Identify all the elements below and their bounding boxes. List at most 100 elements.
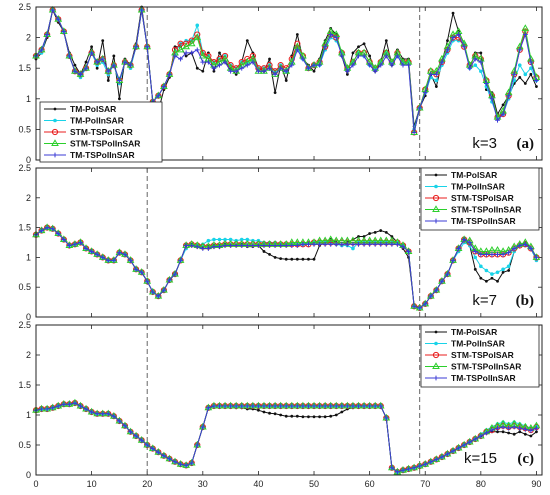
data-point <box>339 403 345 409</box>
data-point <box>328 403 334 409</box>
data-point <box>295 257 299 261</box>
data-point <box>239 237 244 242</box>
data-point <box>133 433 139 439</box>
data-point <box>55 231 61 236</box>
data-point <box>155 449 161 455</box>
data-point <box>472 436 478 442</box>
data-point <box>222 403 228 409</box>
data-point <box>422 301 428 307</box>
data-point <box>50 226 56 232</box>
legend-box <box>420 167 540 231</box>
legend-marker <box>434 330 438 334</box>
data-point <box>150 289 156 295</box>
legend-label: TM-PolInSAR <box>451 339 505 349</box>
data-point <box>289 62 295 68</box>
data-point <box>439 454 445 460</box>
y-tick-label: 1.5 <box>18 63 31 73</box>
data-point <box>472 249 478 254</box>
legend-marker <box>434 173 438 177</box>
legend-label: TM-TSPolInSAR <box>451 216 516 226</box>
data-point <box>461 442 467 448</box>
data-point <box>290 414 294 418</box>
data-point <box>451 11 455 15</box>
data-point <box>272 403 278 409</box>
data-point <box>212 237 216 242</box>
data-point <box>122 252 128 257</box>
data-point <box>150 446 156 451</box>
data-point <box>361 53 367 59</box>
legend-marker <box>434 341 438 346</box>
data-point <box>66 53 72 59</box>
legend-label: TM-PolSAR <box>451 170 497 180</box>
data-point <box>356 53 361 59</box>
legend-label: STM-TSPolSAR <box>451 350 514 360</box>
data-point <box>167 456 172 462</box>
data-point <box>411 465 417 471</box>
data-point <box>272 243 278 248</box>
data-point <box>373 230 377 234</box>
y-tick-label: 2 <box>26 193 31 203</box>
legend-item: TM-PolSAR <box>44 104 116 114</box>
data-point <box>389 241 395 247</box>
data-point <box>122 59 128 65</box>
data-point <box>144 442 150 448</box>
data-point <box>212 69 216 73</box>
data-point <box>395 241 400 247</box>
data-point <box>461 237 467 242</box>
data-point <box>101 39 105 43</box>
data-point <box>183 463 189 468</box>
data-point <box>161 287 167 293</box>
legend-label: TM-TSPolInSAR <box>451 373 516 383</box>
data-point <box>473 63 478 67</box>
data-point <box>139 7 145 13</box>
data-point <box>318 415 321 419</box>
legend-item: TM-PolSAR <box>425 327 497 337</box>
x-tick-label: 20 <box>142 479 152 489</box>
data-point <box>367 403 373 409</box>
data-point <box>450 448 456 454</box>
data-point <box>195 23 200 28</box>
data-point <box>456 445 461 451</box>
data-point <box>39 228 44 233</box>
data-point <box>245 237 250 242</box>
data-point <box>434 85 438 88</box>
data-point <box>301 415 305 419</box>
data-point <box>344 68 350 74</box>
x-tick-label: 10 <box>87 479 97 489</box>
data-point <box>439 278 445 284</box>
k-value-label: k=7 <box>472 292 497 309</box>
data-point <box>222 59 228 65</box>
data-point <box>95 66 99 70</box>
data-point <box>367 62 373 68</box>
legend-item: TM-PolInSAR <box>44 116 124 126</box>
data-point <box>72 400 78 406</box>
data-point <box>496 279 499 283</box>
data-point <box>518 75 522 79</box>
data-point <box>78 71 83 77</box>
data-point <box>300 56 306 62</box>
data-point <box>233 68 239 74</box>
data-point <box>383 415 389 421</box>
data-point <box>183 243 189 248</box>
data-point <box>461 44 467 50</box>
data-point <box>483 81 489 86</box>
data-point <box>495 425 500 431</box>
data-point <box>89 409 95 415</box>
data-point <box>233 243 239 248</box>
data-point <box>312 69 316 73</box>
data-point <box>267 243 272 248</box>
data-point <box>506 250 512 256</box>
data-point <box>284 257 288 261</box>
y-tick-label: 2 <box>26 350 31 360</box>
data-point <box>517 425 523 431</box>
data-point <box>344 241 350 247</box>
data-point <box>334 413 338 417</box>
data-point <box>506 425 512 431</box>
legend-marker <box>434 184 438 189</box>
legend-marker <box>433 218 439 224</box>
data-point <box>350 241 356 247</box>
data-point <box>284 79 288 82</box>
data-point <box>89 50 95 56</box>
data-point <box>511 71 517 77</box>
